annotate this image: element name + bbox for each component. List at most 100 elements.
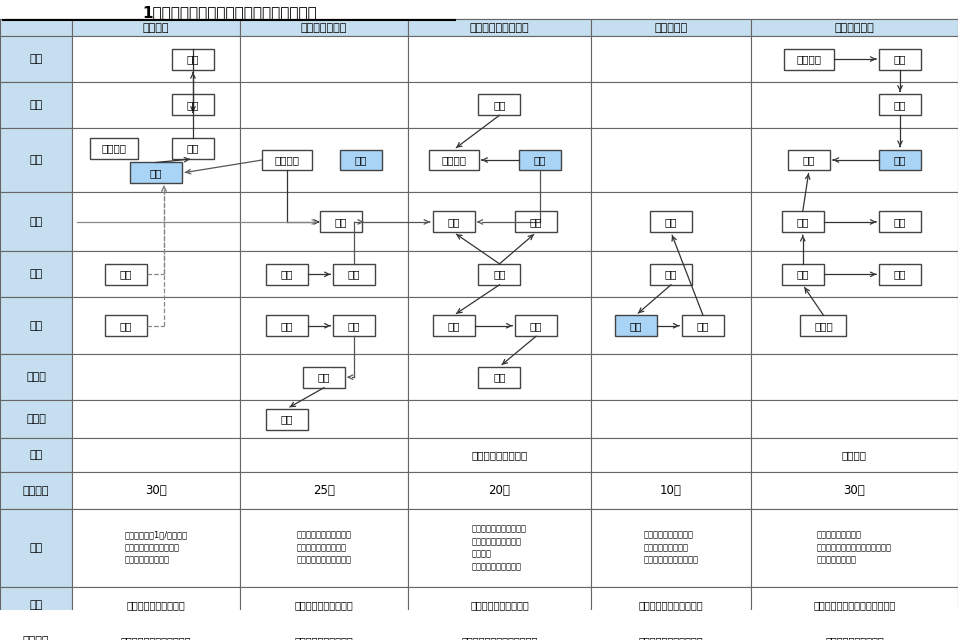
Bar [72, 82, 240, 127]
Bar [340, 150, 382, 170]
Bar [751, 438, 958, 472]
Text: 当日作業の進捗予定確認
習日作業の作業間調整
共通的事項の伝達と確認: 当日作業の進捗予定確認 習日作業の作業間調整 共通的事項の伝達と確認 [296, 531, 352, 564]
Text: 作業打合せ記録作成: 作業打合せ記録作成 [469, 22, 530, 33]
Bar [879, 49, 921, 70]
Text: 確認: 確認 [354, 155, 367, 165]
Bar [240, 19, 408, 36]
Text: 所要時間: 所要時間 [23, 486, 49, 495]
Text: 内容指示: 内容指示 [796, 54, 821, 64]
Bar [879, 264, 921, 285]
Bar [615, 316, 657, 336]
Bar [0, 438, 72, 472]
Text: 周知: 周知 [493, 372, 506, 382]
Text: 安全施工打合せ記録: 安全施工打合せ記録 [471, 451, 528, 460]
Text: 承認: 承認 [530, 321, 542, 331]
Bar [240, 193, 408, 252]
Text: 現状: 現状 [30, 600, 42, 610]
Text: 検討: 検討 [447, 321, 460, 331]
Text: 検証: 検証 [187, 100, 199, 110]
Text: 確認: 確認 [493, 100, 506, 110]
Text: 20分: 20分 [489, 484, 511, 497]
Bar [478, 367, 520, 388]
Bar [433, 211, 475, 232]
Text: 現場巡視: 現場巡視 [143, 22, 170, 33]
Bar [591, 355, 751, 400]
Bar [751, 127, 958, 193]
Bar [408, 19, 591, 36]
Bar [408, 82, 591, 127]
Bar [72, 472, 240, 509]
Text: 1日の仕事の組立て（あるべき日常業務）: 1日の仕事の組立て（あるべき日常業務） [143, 5, 317, 20]
Bar [515, 211, 558, 232]
Text: 周知: 周知 [318, 372, 331, 382]
Bar [0, 623, 72, 640]
Bar [591, 438, 751, 472]
Bar [478, 94, 520, 115]
Bar [751, 193, 958, 252]
Bar [408, 252, 591, 297]
Bar [408, 36, 591, 82]
Text: 担当: 担当 [30, 269, 42, 279]
Bar [408, 509, 591, 587]
Bar [240, 509, 408, 587]
Bar [751, 36, 958, 82]
Text: 検証: 検証 [530, 217, 542, 227]
Bar [90, 138, 138, 159]
Bar [751, 82, 958, 127]
Bar [240, 438, 408, 472]
Bar [591, 509, 751, 587]
Bar [751, 587, 958, 623]
Bar [240, 355, 408, 400]
Bar [0, 193, 72, 252]
Bar [72, 252, 240, 297]
Text: 通常業務と同時に実施: 通常業務と同時に実施 [126, 600, 186, 610]
Text: 記録: 記録 [187, 143, 199, 154]
Bar [591, 36, 751, 82]
Bar [519, 150, 560, 170]
Bar [408, 400, 591, 438]
Bar [0, 587, 72, 623]
Bar [171, 49, 214, 70]
Bar [408, 193, 591, 252]
Text: 30分: 30分 [844, 484, 865, 497]
Bar [784, 49, 834, 70]
Text: 確認: 確認 [894, 155, 906, 165]
Text: 実行計画: 実行計画 [102, 143, 126, 154]
Bar [650, 211, 692, 232]
Bar [591, 127, 751, 193]
Text: 明確な目的により独立実施: 明確な目的により独立実施 [121, 636, 192, 640]
Text: 内容指示: 内容指示 [442, 155, 467, 165]
Bar [591, 587, 751, 623]
Bar [408, 355, 591, 400]
Text: 現状実施事項の有効化: 現状実施事項の有効化 [295, 600, 354, 610]
Text: 実施: 実施 [149, 168, 162, 178]
Bar [72, 127, 240, 193]
Text: 定例施工打合せ: 定例施工打合せ [301, 22, 347, 33]
Bar [408, 127, 591, 193]
Text: 協力会社の管理能力不足: 協力会社の管理能力不足 [639, 600, 703, 610]
Bar [266, 316, 308, 336]
Bar [0, 252, 72, 297]
Text: 現状実施事項の有効化: 現状実施事項の有効化 [470, 600, 529, 610]
Bar [240, 400, 408, 438]
Text: 役割分担の明確化と調整: 役割分担の明確化と調整 [639, 636, 703, 640]
Bar [591, 82, 751, 127]
Bar [591, 400, 751, 438]
Text: 10分: 10分 [660, 484, 682, 497]
Text: 検証: 検証 [894, 100, 906, 110]
Bar [72, 587, 240, 623]
Text: データ: データ [814, 321, 833, 331]
Bar [591, 19, 751, 36]
Bar [240, 297, 408, 355]
Text: 分析: 分析 [894, 269, 906, 279]
Text: 主任: 主任 [30, 217, 42, 227]
Bar [751, 252, 958, 297]
Text: 統合: 統合 [334, 217, 347, 227]
Bar [72, 355, 240, 400]
Text: 記入: 記入 [796, 217, 809, 227]
Bar [266, 408, 308, 429]
Text: 帳票: 帳票 [30, 451, 42, 460]
Bar [320, 211, 362, 232]
Text: 事業者: 事業者 [26, 414, 46, 424]
Text: 記入: 記入 [796, 269, 809, 279]
